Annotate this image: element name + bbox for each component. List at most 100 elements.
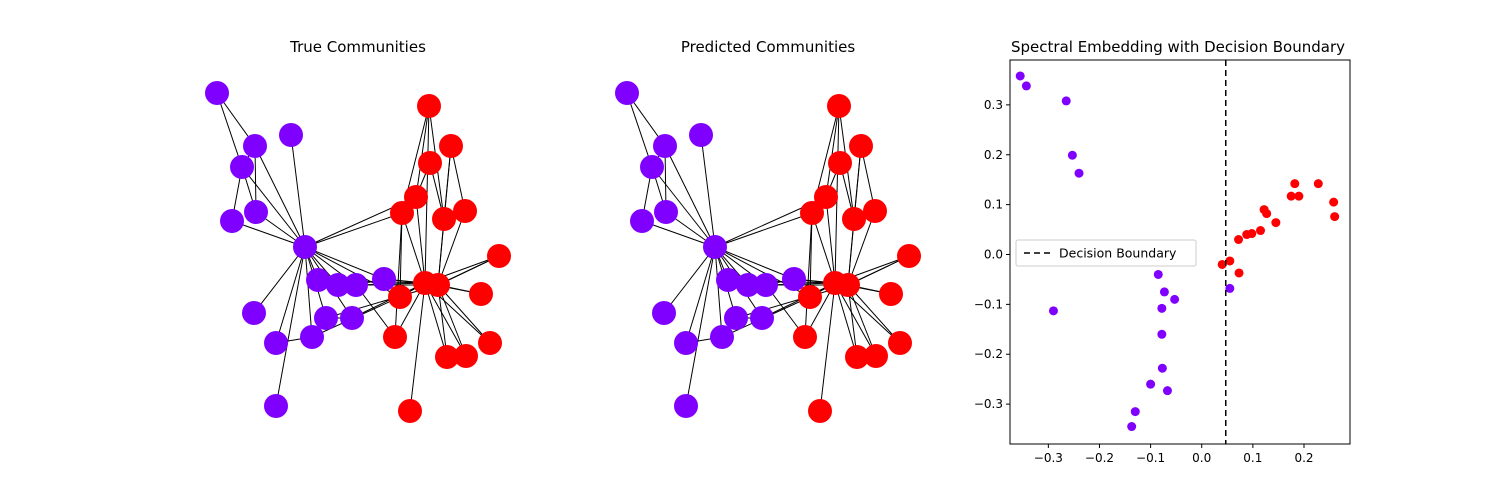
graph-edge — [804, 212, 813, 338]
graph-node — [897, 244, 921, 268]
graph-edge — [825, 196, 836, 284]
graph-node — [845, 345, 869, 369]
graph-node — [314, 306, 338, 330]
graph-node — [220, 209, 244, 233]
graph-edge — [626, 92, 653, 168]
scatter-point — [1130, 407, 1140, 417]
graph-edge — [216, 92, 243, 168]
graph-edge — [651, 166, 716, 248]
y-tick-label: 0.0 — [984, 247, 1003, 261]
scatter-point — [1262, 209, 1272, 219]
graph-node — [879, 282, 903, 306]
graph-node — [674, 331, 698, 355]
y-axis-ticks: −0.3 −0.2 −0.1 0.0 0.1 0.2 0.3 — [974, 98, 1010, 411]
graph-node — [808, 399, 832, 423]
y-tick-label: −0.3 — [974, 397, 1003, 411]
graph-node — [487, 244, 511, 268]
graph-edge — [415, 105, 430, 198]
scatter-point — [1234, 268, 1244, 278]
graph-edge — [761, 282, 836, 319]
graph-node — [293, 235, 317, 259]
scatter-point — [1157, 329, 1167, 339]
graph-node — [417, 94, 441, 118]
scatter-points — [1015, 71, 1340, 432]
graph-edge — [399, 212, 403, 298]
graph-edge — [424, 282, 448, 358]
graph-node — [264, 394, 288, 418]
graph-node — [426, 273, 450, 297]
graph-node — [863, 199, 887, 223]
graph-node — [827, 94, 851, 118]
graph-node — [404, 185, 428, 209]
scatter-point — [1061, 96, 1071, 106]
graph-edge — [437, 284, 491, 344]
graph-node — [640, 155, 664, 179]
graph-edge — [415, 196, 426, 284]
graph-node — [344, 273, 368, 297]
graph-edge — [825, 105, 840, 198]
graph-edge — [351, 282, 426, 319]
graph-node — [814, 185, 838, 209]
predicted-communities-nodes — [615, 81, 921, 423]
graph-edge — [847, 284, 901, 344]
predicted-communities-panel: Predicted Communities — [615, 38, 921, 423]
scatter-point — [1271, 218, 1281, 228]
graph-node — [716, 268, 740, 292]
true-communities-panel: True Communities — [205, 38, 511, 423]
legend-label: Decision Boundary — [1059, 246, 1177, 261]
graph-node — [800, 201, 824, 225]
scatter-point — [1313, 179, 1323, 189]
graph-edge — [409, 282, 426, 412]
graph-node — [383, 325, 407, 349]
y-tick-label: 0.3 — [984, 98, 1003, 112]
scatter-point — [1021, 81, 1031, 91]
graph-node — [243, 134, 267, 158]
graph-node — [828, 151, 852, 175]
graph-node — [418, 151, 442, 175]
graph-node — [439, 134, 463, 158]
graph-node — [754, 273, 778, 297]
scatter-point — [1159, 287, 1169, 297]
graph-node — [326, 273, 350, 297]
graph-node — [469, 282, 493, 306]
graph-node — [653, 134, 677, 158]
scatter-point — [1329, 197, 1339, 207]
graph-edge — [275, 246, 306, 344]
graph-edge — [254, 145, 306, 248]
graph-node — [242, 301, 266, 325]
graph-node — [782, 267, 806, 291]
scatter-point — [1294, 191, 1304, 201]
graph-edge — [437, 284, 467, 357]
scatter-point — [1153, 269, 1163, 279]
scatter-point — [1015, 71, 1025, 81]
true-communities-nodes — [205, 81, 511, 423]
graph-node — [652, 301, 676, 325]
graph-edge — [685, 246, 716, 344]
y-tick-label: −0.2 — [974, 347, 1003, 361]
graph-node — [703, 235, 727, 259]
scatter-point — [1074, 168, 1084, 178]
scatter-point — [1157, 363, 1167, 373]
legend: Decision Boundary — [1015, 239, 1197, 267]
true-communities-title: True Communities — [289, 38, 426, 56]
graph-edge — [714, 246, 723, 338]
graph-node — [736, 273, 760, 297]
scatter-point — [1225, 256, 1235, 266]
graph-node — [842, 207, 866, 231]
x-tick-label: 0.0 — [1192, 451, 1211, 465]
graph-edge — [253, 246, 306, 314]
graph-node — [798, 285, 822, 309]
graph-edge — [231, 220, 306, 248]
scatter-point — [1067, 150, 1077, 160]
graph-edge — [304, 212, 403, 248]
graph-edge — [401, 212, 426, 284]
graph-edge — [809, 212, 813, 298]
graph-edge — [685, 246, 716, 407]
scatter-point — [1330, 212, 1340, 222]
graph-node — [615, 81, 639, 105]
scatter-point — [1157, 303, 1167, 313]
graph-edge — [700, 134, 716, 248]
graph-node — [398, 399, 422, 423]
graph-edge — [664, 145, 716, 248]
